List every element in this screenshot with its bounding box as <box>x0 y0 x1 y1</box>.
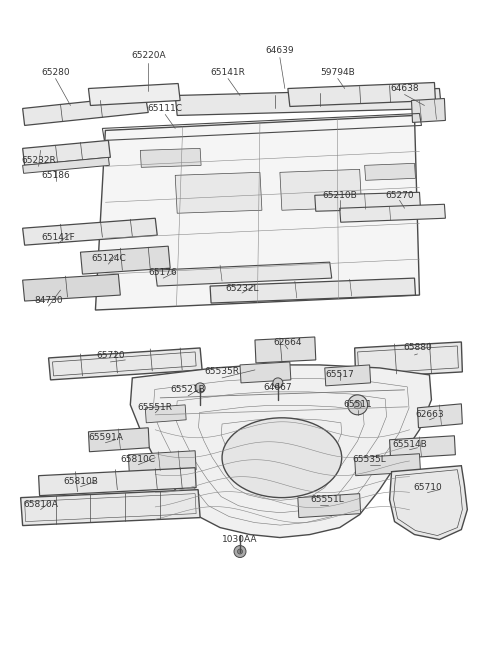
Text: 65232R: 65232R <box>21 156 56 165</box>
Polygon shape <box>128 451 196 474</box>
Polygon shape <box>38 468 196 496</box>
Polygon shape <box>23 274 120 301</box>
Polygon shape <box>315 193 420 212</box>
Polygon shape <box>210 278 416 303</box>
Polygon shape <box>325 365 371 386</box>
Text: 64639: 64639 <box>265 46 294 55</box>
Polygon shape <box>48 348 202 380</box>
Text: 65210B: 65210B <box>323 191 357 200</box>
Polygon shape <box>81 246 170 274</box>
Text: 65186: 65186 <box>41 171 70 180</box>
Polygon shape <box>88 84 180 105</box>
Text: 65280: 65280 <box>41 68 70 77</box>
Polygon shape <box>411 98 445 122</box>
Text: 64638: 64638 <box>390 84 419 93</box>
Polygon shape <box>418 404 462 428</box>
Text: 65810B: 65810B <box>63 477 98 486</box>
Text: 65810C: 65810C <box>121 455 156 464</box>
Text: 1030AA: 1030AA <box>222 535 258 544</box>
Circle shape <box>354 401 361 409</box>
Polygon shape <box>288 83 435 107</box>
Polygon shape <box>298 494 360 517</box>
Polygon shape <box>175 172 262 214</box>
Polygon shape <box>88 428 149 452</box>
Text: 64667: 64667 <box>264 383 292 392</box>
Polygon shape <box>355 454 420 476</box>
Text: 65124C: 65124C <box>91 253 126 263</box>
Text: 65551L: 65551L <box>311 495 345 504</box>
Polygon shape <box>340 204 445 222</box>
Text: 65270: 65270 <box>385 191 414 200</box>
Polygon shape <box>23 96 148 125</box>
Polygon shape <box>23 157 109 174</box>
Text: 65517: 65517 <box>325 370 354 379</box>
Text: 59794B: 59794B <box>320 68 355 77</box>
Text: 65511: 65511 <box>343 400 372 409</box>
Polygon shape <box>96 115 420 310</box>
Polygon shape <box>23 218 157 245</box>
Circle shape <box>195 383 205 393</box>
Polygon shape <box>390 436 456 458</box>
Circle shape <box>238 549 242 554</box>
Text: 84730: 84730 <box>34 295 63 305</box>
Polygon shape <box>21 490 200 525</box>
Text: 65141R: 65141R <box>211 68 245 77</box>
Polygon shape <box>280 170 361 210</box>
Text: 65535R: 65535R <box>204 367 240 377</box>
Text: 65514B: 65514B <box>392 440 427 449</box>
Text: 65232L: 65232L <box>225 284 259 293</box>
Polygon shape <box>175 88 442 115</box>
Text: 65521B: 65521B <box>171 385 205 394</box>
Text: 65535L: 65535L <box>353 455 386 464</box>
Text: 65591A: 65591A <box>88 433 123 442</box>
Text: 65710: 65710 <box>413 483 442 492</box>
Circle shape <box>234 546 246 557</box>
Text: 65720: 65720 <box>96 352 125 360</box>
Text: 65810A: 65810A <box>23 500 58 509</box>
Polygon shape <box>365 163 416 180</box>
Text: 62663: 62663 <box>415 410 444 419</box>
Text: 65111C: 65111C <box>148 104 183 113</box>
Polygon shape <box>155 262 332 286</box>
Circle shape <box>348 395 368 415</box>
Polygon shape <box>355 342 462 378</box>
Text: 65880: 65880 <box>403 343 432 352</box>
Circle shape <box>273 378 283 388</box>
Polygon shape <box>145 405 186 422</box>
Text: 65141F: 65141F <box>42 233 75 242</box>
Text: 65551R: 65551R <box>138 403 173 413</box>
Text: 65220A: 65220A <box>131 51 166 60</box>
Text: 65176: 65176 <box>149 268 178 276</box>
Polygon shape <box>130 365 432 538</box>
Polygon shape <box>240 362 291 383</box>
Polygon shape <box>390 466 468 540</box>
Polygon shape <box>23 140 110 165</box>
Text: 62664: 62664 <box>274 339 302 347</box>
Polygon shape <box>140 149 201 167</box>
Ellipse shape <box>222 418 342 498</box>
Polygon shape <box>255 337 316 363</box>
